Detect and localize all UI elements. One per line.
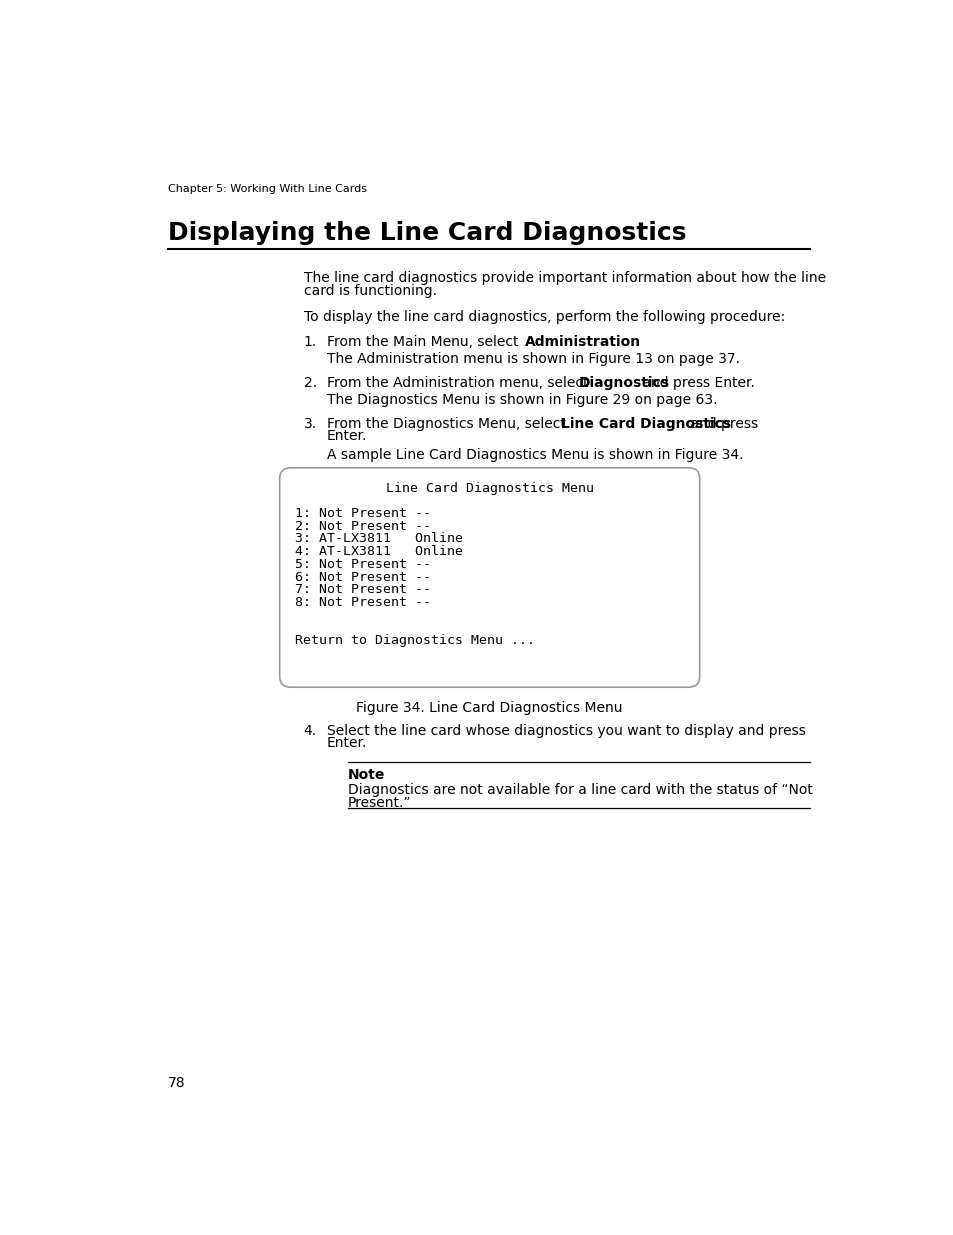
Text: 2: Not Present --: 2: Not Present -- xyxy=(294,520,431,532)
Text: 78: 78 xyxy=(168,1076,186,1091)
Text: card is functioning.: card is functioning. xyxy=(303,284,436,298)
Text: Note: Note xyxy=(348,768,385,782)
Text: Return to Diagnostics Menu ...: Return to Diagnostics Menu ... xyxy=(294,634,535,647)
Text: Select the line card whose diagnostics you want to display and press: Select the line card whose diagnostics y… xyxy=(327,724,805,739)
Text: Displaying the Line Card Diagnostics: Displaying the Line Card Diagnostics xyxy=(168,221,686,246)
Text: 5: Not Present --: 5: Not Present -- xyxy=(294,558,431,571)
Text: and press Enter.: and press Enter. xyxy=(638,377,755,390)
FancyBboxPatch shape xyxy=(279,468,699,687)
Text: 4.: 4. xyxy=(303,724,316,739)
Text: To display the line card diagnostics, perform the following procedure:: To display the line card diagnostics, pe… xyxy=(303,310,784,324)
Text: From the Diagnostics Menu, select: From the Diagnostics Menu, select xyxy=(327,417,570,431)
Text: Line Card Diagnostics: Line Card Diagnostics xyxy=(560,417,731,431)
Text: Figure 34. Line Card Diagnostics Menu: Figure 34. Line Card Diagnostics Menu xyxy=(355,701,621,715)
Text: From the Administration menu, select: From the Administration menu, select xyxy=(327,377,592,390)
Text: The line card diagnostics provide important information about how the line: The line card diagnostics provide import… xyxy=(303,272,825,285)
Text: 4: AT-LX3811   Online: 4: AT-LX3811 Online xyxy=(294,545,463,558)
Text: Diagnostics are not available for a line card with the status of “Not: Diagnostics are not available for a line… xyxy=(348,783,812,798)
Text: Enter.: Enter. xyxy=(327,430,367,443)
Text: The Diagnostics Menu is shown in Figure 29 on page 63.: The Diagnostics Menu is shown in Figure … xyxy=(327,393,717,408)
Text: Diagnostics: Diagnostics xyxy=(578,377,669,390)
Text: 7: Not Present --: 7: Not Present -- xyxy=(294,583,431,597)
Text: 3.: 3. xyxy=(303,417,316,431)
Text: 3: AT-LX3811   Online: 3: AT-LX3811 Online xyxy=(294,532,463,546)
Text: .: . xyxy=(615,336,619,350)
Text: 8: Not Present --: 8: Not Present -- xyxy=(294,597,431,609)
Text: and press: and press xyxy=(685,417,758,431)
Text: 1.: 1. xyxy=(303,336,316,350)
Text: Administration: Administration xyxy=(524,336,639,350)
Text: Chapter 5: Working With Line Cards: Chapter 5: Working With Line Cards xyxy=(168,184,367,194)
Text: The Administration menu is shown in Figure 13 on page 37.: The Administration menu is shown in Figu… xyxy=(327,352,740,367)
Text: 2.: 2. xyxy=(303,377,316,390)
Text: 1: Not Present --: 1: Not Present -- xyxy=(294,508,431,520)
Text: A sample Line Card Diagnostics Menu is shown in Figure 34.: A sample Line Card Diagnostics Menu is s… xyxy=(327,448,742,462)
Text: Enter.: Enter. xyxy=(327,736,367,751)
Text: Line Card Diagnostics Menu: Line Card Diagnostics Menu xyxy=(385,482,593,494)
Text: 6: Not Present --: 6: Not Present -- xyxy=(294,571,431,584)
Text: From the Main Menu, select: From the Main Menu, select xyxy=(327,336,522,350)
Text: Present.”: Present.” xyxy=(348,795,411,810)
